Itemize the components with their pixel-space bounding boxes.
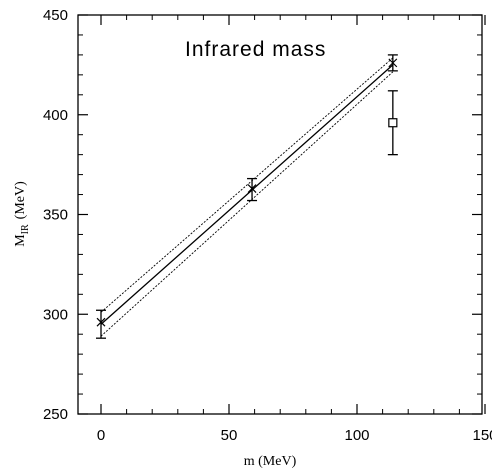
y-tick-label: 300 [43, 306, 68, 323]
chart-annotation: Infrared mass [185, 38, 326, 61]
x-tick-label: 100 [344, 427, 369, 444]
x-axis-title: m (MeV) [244, 454, 297, 469]
y-tick-label: 400 [43, 107, 68, 124]
y-axis-title-unit: (MeV) [13, 181, 28, 219]
fit-line [100, 64, 394, 325]
x-tick-label: 50 [221, 427, 238, 444]
x-marker [96, 317, 106, 327]
plot-frame [77, 14, 483, 415]
x-tick-label: 150 [472, 427, 492, 444]
y-tick-label: 250 [43, 406, 68, 423]
fit-band-lower [100, 71, 394, 337]
y-axis-title: MIR (MeV) [13, 181, 31, 247]
y-tick-label: 450 [43, 7, 68, 24]
fit-band-upper [100, 57, 394, 313]
x-marker [388, 58, 398, 68]
y-tick-label: 350 [43, 207, 68, 224]
y-axis-title-main: M [13, 234, 28, 247]
y-axis-title-sub: IR [20, 224, 31, 234]
x-marker [247, 184, 257, 193]
svg-text:MIR(MeV): MIR (MeV) [13, 181, 31, 247]
x-tick-label: 0 [97, 427, 105, 444]
square-marker [388, 118, 398, 128]
